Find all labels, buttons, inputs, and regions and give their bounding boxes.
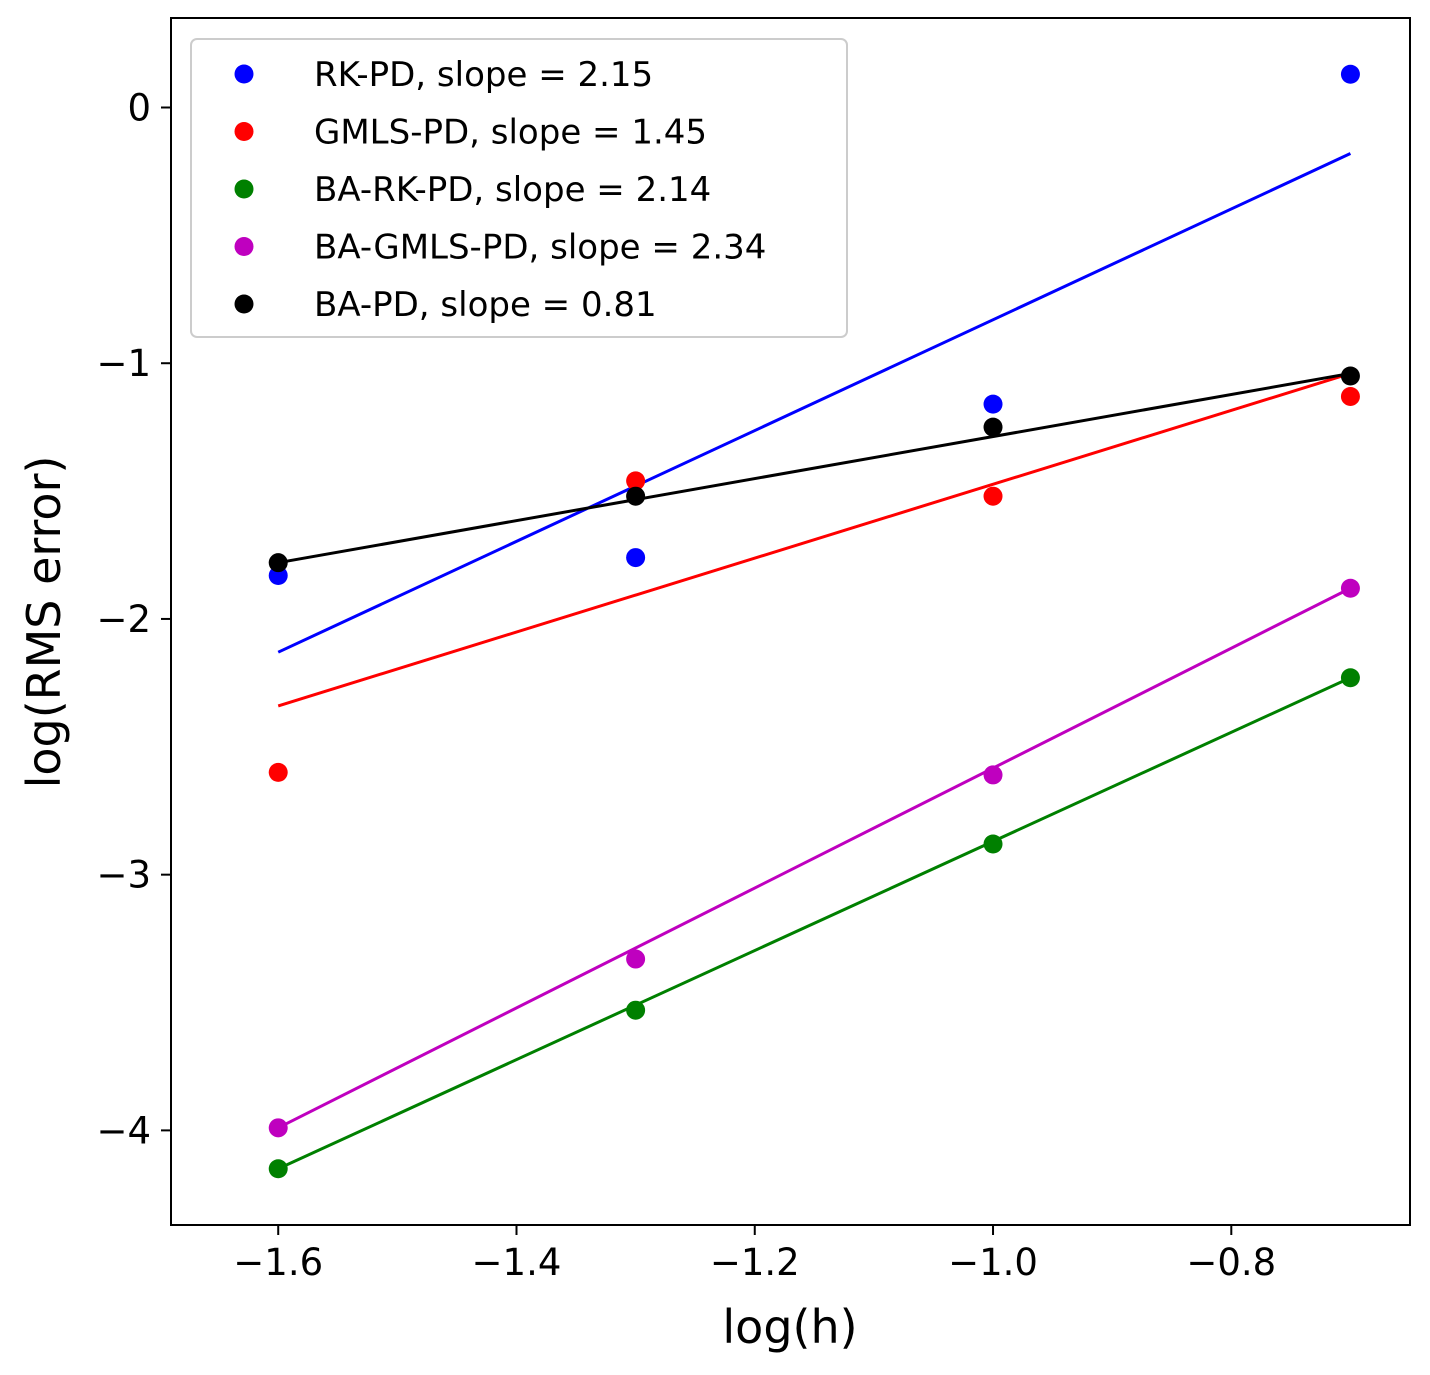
data-point-series-3 <box>1340 668 1360 688</box>
data-point-series-1 <box>1340 64 1360 84</box>
data-point-series-5 <box>1340 366 1360 386</box>
fit-line-series-4 <box>277 586 1352 1130</box>
x-tick-label: −1.0 <box>948 1241 1038 1284</box>
x-tick-label: −1.2 <box>710 1241 800 1284</box>
data-point-series-4 <box>983 765 1003 785</box>
plot-frame <box>170 17 1411 1226</box>
data-point-series-2 <box>626 471 646 491</box>
x-axis-title: log(h) <box>722 1300 857 1354</box>
legend-marker-series-4 <box>234 237 254 256</box>
data-point-series-4 <box>268 1118 288 1138</box>
y-tick-label: −2 <box>96 598 151 641</box>
x-tick-label: −1.6 <box>233 1241 323 1284</box>
y-axis-ticks: 0 −1 −2 −3 −4 <box>96 87 171 1152</box>
data-point-series-2 <box>268 762 288 782</box>
data-point-series-4 <box>626 949 646 969</box>
data-point-series-2 <box>983 486 1003 506</box>
x-axis-ticks: −1.6 −1.4 −1.2 −1.0 −0.8 <box>233 1225 1276 1284</box>
legend-label-series-3: BA-RK-PD, slope = 2.14 <box>314 170 711 210</box>
legend-marker-series-1 <box>234 64 254 84</box>
legend: RK-PD, slope = 2.15 GMLS-PD, slope = 1.45… <box>190 38 848 338</box>
data-point-series-5 <box>983 417 1003 437</box>
fit-line-series-1 <box>277 152 1352 654</box>
fit-line-series-5 <box>277 371 1351 565</box>
data-point-series-5 <box>268 553 288 573</box>
fit-line-series-3 <box>277 676 1352 1171</box>
y-tick-label: −3 <box>96 854 151 897</box>
legend-marker-series-3 <box>234 179 254 199</box>
data-point-series-4 <box>1340 578 1360 598</box>
fit-lines <box>277 152 1352 1171</box>
y-axis-title: log(RMS error) <box>17 456 71 789</box>
data-point-series-1 <box>983 394 1003 414</box>
data-point-series-3 <box>268 1159 288 1179</box>
legend-box <box>190 38 848 338</box>
y-tick-label: −1 <box>96 342 151 385</box>
legend-label-series-1: RK-PD, slope = 2.15 <box>314 55 653 95</box>
x-tick-label: −1.4 <box>472 1241 562 1284</box>
fit-line-series-2 <box>277 372 1351 708</box>
legend-marker-series-2 <box>234 122 254 141</box>
data-point-series-2 <box>1340 386 1360 406</box>
data-point-series-5 <box>626 486 646 506</box>
x-tick-label: −0.8 <box>1186 1241 1276 1284</box>
data-point-series-3 <box>983 834 1003 854</box>
data-point-series-3 <box>626 1000 646 1020</box>
y-tick-label: −4 <box>96 1109 151 1152</box>
data-point-series-1 <box>626 548 646 568</box>
legend-label-series-2: GMLS-PD, slope = 1.45 <box>314 113 707 153</box>
y-tick-label: 0 <box>127 87 151 130</box>
legend-label-series-5: BA-PD, slope = 0.81 <box>314 285 657 325</box>
data-points <box>268 64 1360 1179</box>
legend-label-series-4: BA-GMLS-PD, slope = 2.34 <box>314 228 766 268</box>
legend-marker-series-5 <box>234 294 254 314</box>
